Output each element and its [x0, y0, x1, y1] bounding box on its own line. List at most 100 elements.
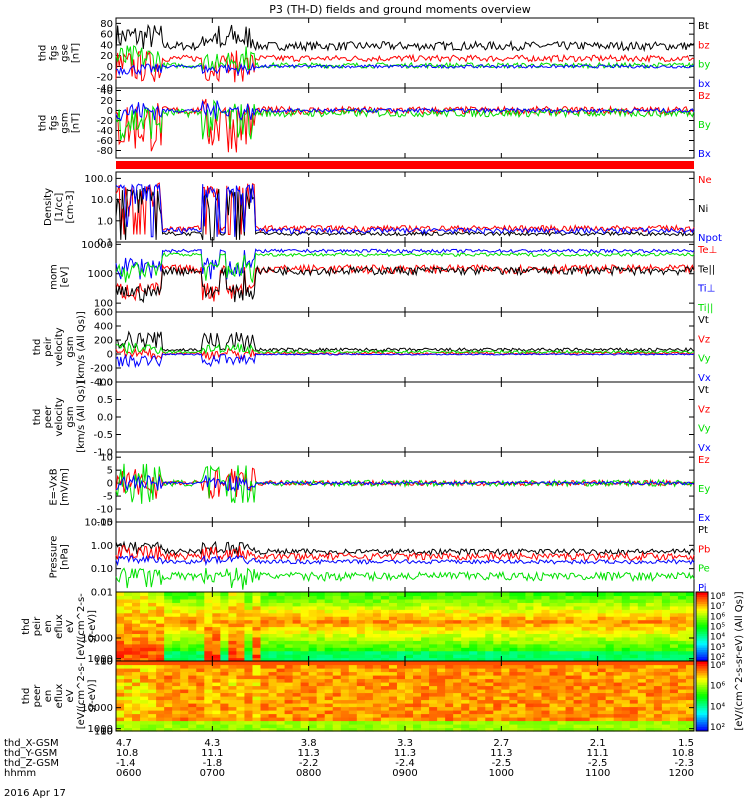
heatmap-cell: [453, 710, 462, 715]
heatmap-cell: [565, 696, 575, 701]
heatmap-cell: [204, 626, 213, 631]
heatmap-cell: [461, 640, 470, 645]
heatmap-cell: [669, 609, 679, 614]
heatmap-cell: [477, 720, 486, 725]
heatmap-cell: [621, 629, 631, 634]
heatmap-cell: [356, 623, 366, 628]
heatmap-cell: [581, 605, 591, 610]
heatmap-cell: [597, 689, 607, 694]
y-tick-label: 20: [100, 51, 113, 62]
heatmap-cell: [356, 654, 366, 659]
heatmap-cell: [437, 640, 446, 645]
heatmap-cell: [661, 696, 671, 701]
heatmap-cell: [132, 696, 141, 701]
heatmap-cell: [589, 675, 599, 680]
heatmap-cell: [124, 657, 133, 662]
heatmap-cell: [413, 616, 422, 621]
heatmap-cell: [501, 619, 510, 624]
y-tick-label: -80: [97, 146, 113, 157]
heatmap-cell: [677, 696, 687, 701]
heatmap-cell: [212, 724, 221, 729]
y-tick-label: 40: [100, 86, 113, 97]
heatmap-cell: [533, 699, 543, 704]
heatmap-cell: [228, 626, 238, 631]
colorbar-swatch: [696, 601, 708, 604]
heatmap-cell: [180, 689, 189, 694]
heatmap-cell: [613, 605, 623, 610]
heatmap-cell: [533, 720, 543, 725]
heatmap-cell: [348, 629, 358, 634]
heatmap-cell: [677, 650, 687, 655]
heatmap-cell: [292, 592, 302, 597]
heatmap-cell: [244, 678, 254, 683]
heatmap-cell: [645, 626, 655, 631]
heatmap-cell: [228, 720, 238, 725]
heatmap-cell: [525, 710, 535, 715]
heatmap-cell: [292, 720, 302, 725]
heatmap-cell: [461, 612, 470, 617]
heatmap-cell: [557, 675, 567, 680]
heatmap-cell: [589, 661, 599, 666]
heatmap-cell: [525, 647, 535, 652]
heatmap-cell: [204, 650, 213, 655]
heatmap-cell: [557, 616, 567, 621]
colorbar-swatch: [696, 726, 708, 730]
heatmap-cell: [429, 689, 438, 694]
heatmap-cell: [156, 640, 165, 645]
heatmap-cell: [501, 629, 510, 634]
heatmap-cell: [332, 706, 342, 711]
heatmap-cell: [204, 616, 213, 621]
heatmap-cell: [396, 724, 406, 729]
heatmap-cell: [525, 685, 535, 690]
heatmap-cell: [212, 710, 221, 715]
heatmap-cell: [180, 727, 189, 732]
heatmap-cell: [605, 595, 615, 600]
heatmap-cell: [549, 636, 559, 641]
heatmap-cell: [356, 650, 366, 655]
heatmap-cell: [356, 675, 366, 680]
heatmap-cell: [445, 657, 454, 662]
heatmap-cell: [581, 706, 591, 711]
heatmap-cell: [284, 678, 294, 683]
heatmap-cell: [300, 668, 310, 673]
y-axis-label-line: [mV/m]: [60, 468, 71, 506]
heatmap-cell: [653, 619, 663, 624]
heatmap-cell: [276, 689, 286, 694]
heatmap-cell: [308, 675, 318, 680]
heatmap-cell: [669, 671, 679, 676]
heatmap-cell: [156, 598, 165, 603]
heatmap-cell: [565, 664, 575, 669]
heatmap-cell: [140, 703, 149, 708]
heatmap-cell: [260, 657, 270, 662]
heatmap-cell: [164, 595, 173, 600]
heatmap-cell: [124, 664, 133, 669]
heatmap-cell: [533, 592, 543, 597]
heatmap-cell: [677, 598, 687, 603]
heatmap-cell: [356, 710, 366, 715]
heatmap-cell: [332, 703, 342, 708]
heatmap-cell: [116, 636, 125, 641]
heatmap-cell: [388, 689, 398, 694]
heatmap-cell: [348, 640, 358, 645]
heatmap-cell: [172, 598, 181, 603]
heatmap-cell: [509, 592, 518, 597]
heatmap-cell: [653, 671, 663, 676]
colorbar-swatch: [696, 647, 708, 650]
heatmap-cell: [421, 703, 430, 708]
heatmap-cell: [421, 636, 430, 641]
heatmap-cell: [421, 696, 430, 701]
colorbar-tick-label: 10⁸: [710, 592, 725, 602]
heatmap-cell: [332, 685, 342, 690]
heatmap-cell: [124, 647, 133, 652]
heatmap-cell: [236, 636, 246, 641]
heatmap-cell: [252, 629, 262, 634]
heatmap-cell: [549, 626, 559, 631]
heatmap-cell: [124, 689, 133, 694]
colorbar-swatch: [696, 608, 708, 611]
heatmap-cell: [244, 592, 254, 597]
heatmap-cell: [356, 664, 366, 669]
heatmap-cell: [469, 640, 478, 645]
heatmap-cell: [196, 675, 205, 680]
heatmap-cell: [445, 696, 454, 701]
heatmap-cell: [212, 647, 221, 652]
